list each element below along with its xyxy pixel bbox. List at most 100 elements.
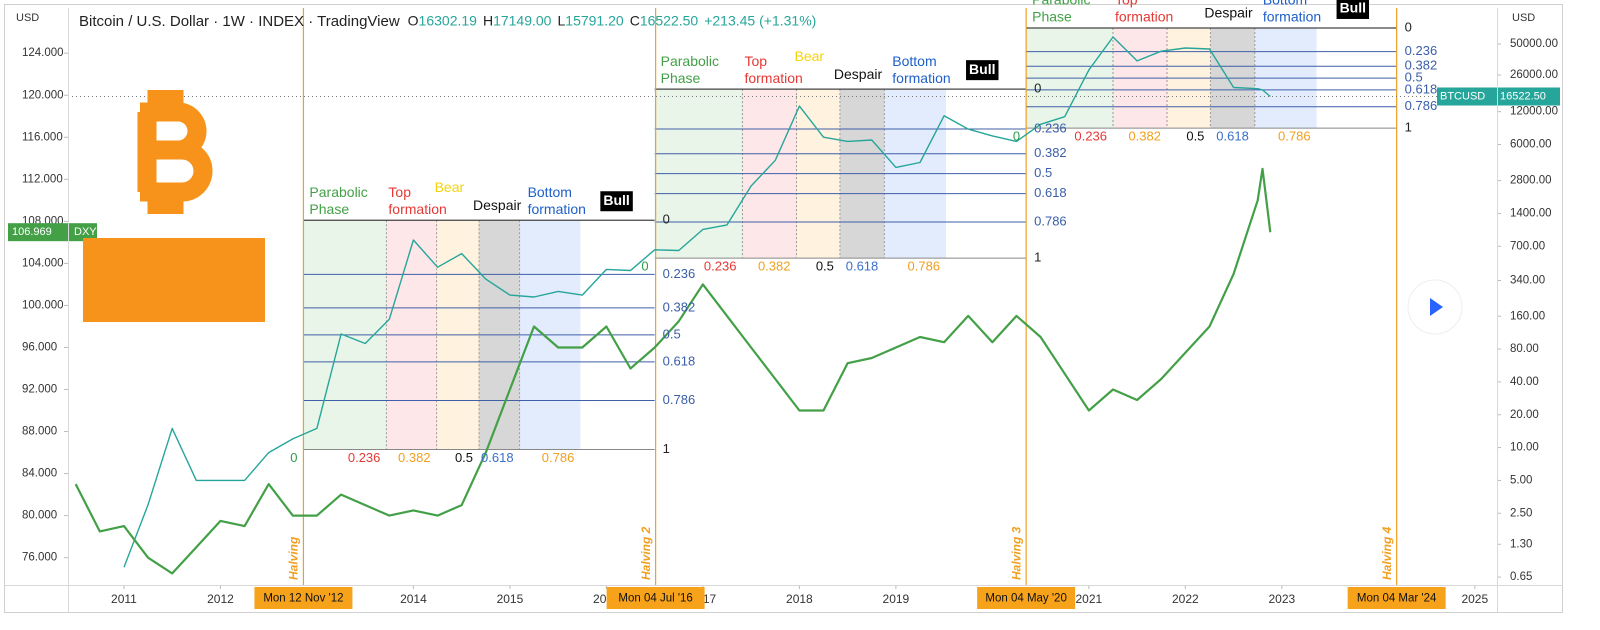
phase-label: Parabolic (309, 184, 367, 200)
fib-level-label: 1 (1034, 250, 1041, 265)
y-tick-label: 84.000 (22, 468, 57, 480)
phase-label: Phase (661, 70, 701, 86)
y-tick-label: 100.000 (22, 299, 64, 311)
halving-label: Halving 2 (639, 526, 653, 580)
y2-tick-label: 0.65 (1510, 571, 1532, 583)
stat-value: 17149.00 (493, 13, 552, 29)
y2-axis-unit: USD (1512, 12, 1535, 24)
fib-level-label: 0.5 (1034, 165, 1052, 180)
fib-level-label: 0.618 (1405, 81, 1438, 96)
last-value-box (8, 223, 97, 242)
y2-tick-label: 1.30 (1510, 538, 1532, 550)
fib-level-label: 0.382 (1405, 58, 1438, 73)
phase-label: Top (388, 184, 411, 200)
phase-label: formation (528, 201, 586, 217)
fib-level-label: 0.236 (663, 266, 696, 281)
x-tick-label: 2012 (207, 592, 234, 606)
stat-value: 16522.50 (640, 13, 699, 29)
time-level-label: 0 (641, 259, 648, 274)
legend-entry: DXY (74, 226, 97, 238)
y2-tick-label: 10.00 (1510, 442, 1539, 454)
fib-level-label: 0.236 (1405, 43, 1438, 58)
time-level-label: 0.236 (704, 259, 737, 274)
phase-label: Top (1115, 0, 1138, 8)
time-level-label: 0.786 (908, 259, 941, 274)
halving-date: Mon 04 Jul '16 (618, 593, 692, 605)
halving-label: Halving 3 (1009, 526, 1023, 580)
fib-level-label: 1 (1405, 120, 1412, 135)
fib-level-label: 0.5 (1405, 70, 1423, 85)
y2-tick-label: 2.50 (1510, 507, 1532, 519)
fib-level-label: 0 (1034, 81, 1041, 96)
phase-label: Bear (435, 179, 465, 195)
phase-label: Despair (473, 197, 522, 213)
fib-level-label: 0.236 (1034, 120, 1067, 135)
phase-label: Despair (834, 66, 883, 82)
y-tick-label: 116.000 (22, 131, 63, 143)
phase-label: formation (388, 201, 446, 217)
y2-tick-label: 1400.00 (1510, 207, 1552, 219)
fib-level-label: 0.382 (663, 299, 696, 314)
time-level-label: 0.786 (542, 450, 575, 465)
fib-level-label: 0.618 (663, 353, 696, 368)
phase-label: Parabolic (661, 53, 719, 69)
stat-key: H (483, 13, 493, 29)
phase-label: formation (1263, 9, 1321, 25)
fib-level-label: 0.618 (1034, 185, 1067, 200)
x-tick-label: 2021 (1076, 592, 1103, 606)
time-level-label: 0.5 (455, 450, 473, 465)
y2-tick-label: 80.00 (1510, 343, 1539, 355)
x-tick-label: 2025 (1461, 592, 1488, 606)
play-icon (1430, 298, 1443, 316)
time-level-label: 0 (1013, 129, 1020, 144)
phase-label: formation (892, 70, 950, 86)
y2-tick-label: 20.00 (1510, 409, 1539, 421)
y-tick-label: 76.000 (22, 552, 57, 564)
phase-label: Phase (1032, 9, 1072, 25)
y-tick-label: 112.000 (22, 173, 63, 185)
phase-label: Bottom (892, 53, 936, 69)
halving-date: Mon 04 May '20 (985, 593, 1066, 605)
y-axis-unit: USD (16, 12, 39, 24)
y2-tick-label: 40.00 (1510, 376, 1539, 388)
y-tick-label: 120.000 (22, 89, 64, 101)
time-level-label: 0.5 (1186, 129, 1204, 144)
halving-label: Halving 4 (1380, 526, 1394, 580)
time-level-label: 0.382 (758, 259, 791, 274)
fib-level-label: 0 (663, 212, 670, 227)
fib-level-label: 0.5 (663, 326, 681, 341)
time-level-label: 0.618 (1216, 129, 1249, 144)
y-tick-label: 88.000 (22, 426, 57, 438)
x-tick-label: 2022 (1172, 592, 1199, 606)
stat-value: 16302.19 (419, 13, 478, 29)
series-line (74, 167, 1272, 575)
last-value-label: 106.969 (12, 226, 52, 238)
halving-date-box (606, 587, 705, 609)
time-level-label: 0.236 (348, 450, 381, 465)
x-tick-label: 2011 (111, 592, 137, 606)
y2-tick-label: 26000.00 (1510, 69, 1558, 81)
y-tick-label: 92.000 (22, 384, 57, 396)
bull-box (1336, 0, 1370, 19)
time-level-label: 0.5 (816, 259, 834, 274)
y2-tick-label: 12000.00 (1510, 106, 1558, 118)
bitcoin-logo (137, 90, 213, 214)
time-level-label: 0.382 (398, 450, 431, 465)
stat-key: L (557, 13, 565, 29)
phase-label: Phase (309, 201, 349, 217)
x-tick-label: 2018 (786, 592, 813, 606)
play-button[interactable] (1407, 279, 1463, 335)
phase-label: Bear (794, 48, 824, 64)
bull-label: Bull (1340, 0, 1366, 16)
phase-label: Parabolic (1032, 0, 1090, 8)
y-tick-label: 104.000 (22, 257, 64, 269)
halving-date-box (1347, 587, 1446, 609)
time-level-label: 0.236 (1074, 129, 1107, 144)
phase-label: Bear (1165, 0, 1195, 3)
phase-label: Bottom (528, 184, 572, 200)
y2-tick-label: 6000.00 (1510, 139, 1552, 151)
x-tick-label: 2023 (1268, 592, 1295, 606)
stat-change: +213.45 (+1.31%) (704, 13, 816, 29)
bull-box (600, 191, 633, 212)
